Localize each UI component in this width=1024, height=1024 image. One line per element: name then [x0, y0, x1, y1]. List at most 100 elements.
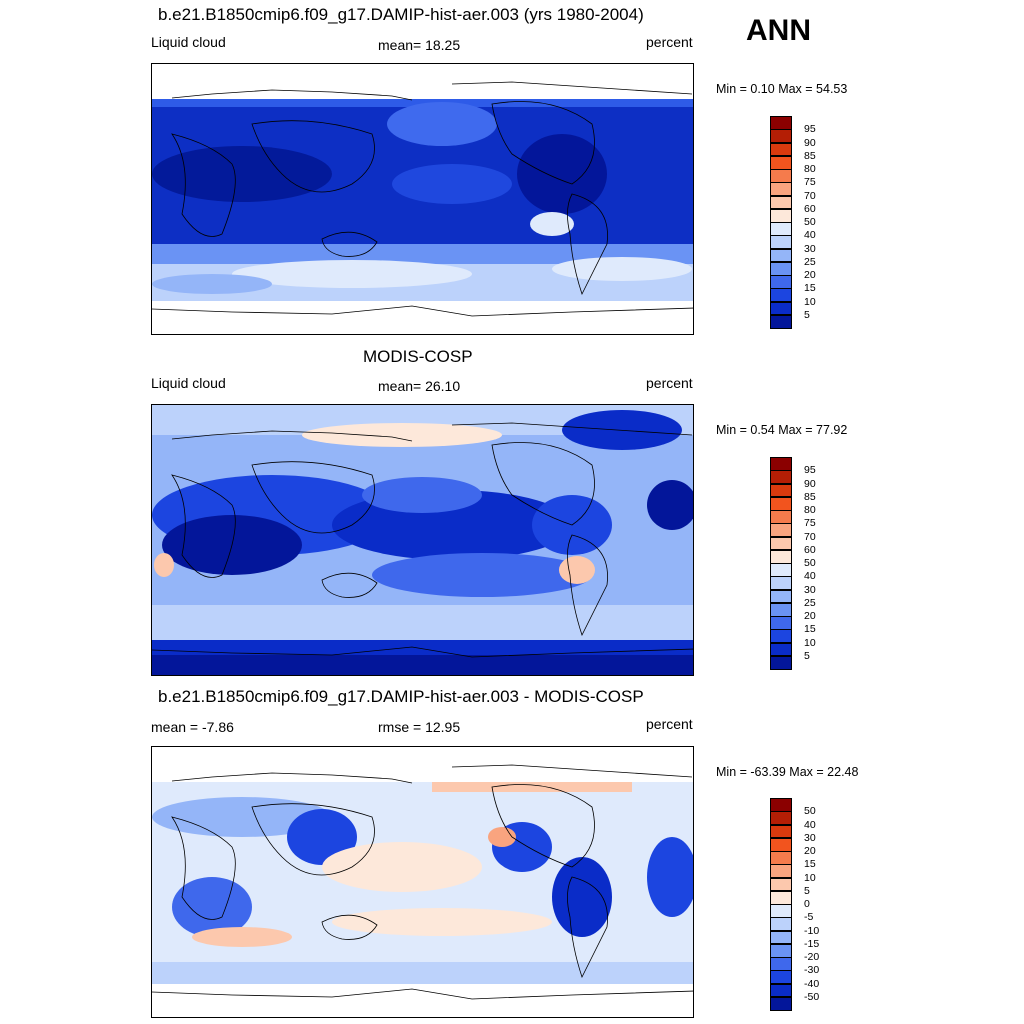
- colorbar-tick-label: 75: [804, 176, 816, 189]
- colorbar-tick-label: 60: [804, 543, 816, 556]
- colorbar-tick-label: 20: [804, 269, 816, 281]
- colorbar-tick-label: 5: [804, 649, 810, 662]
- colorbar-swatch: [770, 890, 792, 905]
- colorbar-swatch: [770, 930, 792, 945]
- colorbar-obs: 95 90 85 80 75 70 60 50 40 30 25 20 15 10 5: [770, 457, 816, 670]
- colorbar-swatch: [770, 248, 792, 263]
- colorbar-swatch: [770, 129, 792, 143]
- colorbar-swatch: [770, 182, 792, 196]
- panel-title-obs: MODIS-COSP: [363, 347, 473, 366]
- colorbar-tick-label: 5: [804, 884, 810, 897]
- colorbar-swatch: [770, 222, 792, 236]
- colorbar-tick-label: 60: [804, 202, 816, 215]
- panel-mean-diff: mean = -7.86: [151, 719, 234, 735]
- colorbar-tick-label: 20: [804, 610, 816, 622]
- colorbar-tick-label: 25: [804, 255, 816, 268]
- map-model: [151, 63, 694, 335]
- colorbar-tick-label: 30: [804, 831, 816, 844]
- colorbar-swatch: [770, 589, 792, 604]
- colorbar-swatch: [770, 536, 792, 551]
- colorbar-tick-label: 40: [804, 570, 816, 583]
- panel-units-model: percent: [646, 34, 693, 50]
- colorbar-swatch: [770, 877, 792, 892]
- colorbar-tick-label: 40: [804, 229, 816, 242]
- map-obs: [151, 404, 694, 676]
- colorbar-swatch: [770, 496, 792, 511]
- colorbar-tick-label: -5: [804, 911, 814, 924]
- colorbar-swatch: [770, 301, 792, 316]
- season-label: ANN: [746, 14, 811, 47]
- colorbar-tick-label: -15: [804, 937, 820, 950]
- colorbar-tick-label: 30: [804, 583, 816, 596]
- colorbar-swatch: [770, 851, 792, 865]
- colorbar-swatch: [770, 655, 792, 670]
- colorbar-tick-label: 95: [804, 464, 816, 477]
- panel-minmax-diff: Min = -63.39 Max = 22.48: [716, 765, 859, 779]
- colorbar-swatch: [770, 957, 792, 971]
- colorbar-swatch: [770, 917, 792, 931]
- panel-left-label-model: Liquid cloud: [151, 34, 226, 50]
- colorbar-swatch: [770, 824, 792, 839]
- colorbar-swatch: [770, 996, 792, 1011]
- colorbar-swatch: [770, 142, 792, 157]
- colorbar-swatch: [770, 970, 792, 984]
- colorbar-swatch: [770, 457, 792, 471]
- colorbar-swatch: [770, 275, 792, 289]
- colorbar-swatch: [770, 904, 792, 918]
- colorbar-swatch: [770, 943, 792, 958]
- panel-mean-obs: mean= 26.10: [378, 378, 461, 394]
- colorbar-tick-label: 20: [804, 845, 816, 857]
- colorbar-swatch: [770, 602, 792, 617]
- colorbar-tick-label: 50: [804, 216, 816, 228]
- colorbar-swatch: [770, 483, 792, 498]
- colorbar-tick-label: 5: [804, 308, 810, 321]
- colorbar-tick-label: 10: [804, 636, 816, 649]
- colorbar-tick-label: 30: [804, 242, 816, 255]
- panel-left-label-obs: Liquid cloud: [151, 375, 226, 391]
- panel-rmse-diff: rmse = 12.95: [378, 719, 461, 735]
- colorbar-tick-label: 80: [804, 163, 816, 175]
- colorbar-swatch: [770, 837, 792, 852]
- colorbar-swatch: [770, 523, 792, 537]
- panel-title-diff: b.e21.B1850cmip6.f09_g17.DAMIP-hist-aer.…: [158, 687, 644, 706]
- colorbar-tick-label: 0: [804, 898, 810, 910]
- panel-minmax-obs: Min = 0.54 Max = 77.92: [716, 423, 848, 437]
- colorbar-swatch: [770, 576, 792, 590]
- colorbar-swatch: [770, 261, 792, 276]
- colorbar-swatch: [770, 195, 792, 210]
- colorbar-tick-label: 25: [804, 596, 816, 609]
- colorbar-tick-label: 80: [804, 504, 816, 516]
- colorbar-swatch: [770, 510, 792, 524]
- colorbar-swatch: [770, 116, 792, 130]
- colorbar-swatch: [770, 983, 792, 998]
- colorbar-swatch: [770, 811, 792, 825]
- map-diff: [151, 746, 694, 1018]
- colorbar-tick-label: 75: [804, 517, 816, 530]
- colorbar-tick-label: 15: [804, 623, 816, 636]
- colorbar-tick-label: 95: [804, 123, 816, 136]
- colorbar-tick-label: 10: [804, 295, 816, 308]
- colorbar-swatch: [770, 616, 792, 630]
- panel-title-model: b.e21.B1850cmip6.f09_g17.DAMIP-hist-aer.…: [158, 5, 644, 24]
- colorbar-tick-label: 15: [804, 858, 816, 871]
- colorbar-swatch: [770, 288, 792, 302]
- colorbar-tick-label: 90: [804, 477, 816, 490]
- colorbar-diff: 50 40 30 20 15 10 5 0 -5 -10 -15 -20 -30 -40 -50: [770, 798, 819, 1011]
- colorbar-tick-label: 15: [804, 282, 816, 295]
- colorbar-swatch: [770, 169, 792, 183]
- colorbar-swatch: [770, 549, 792, 564]
- colorbar-swatch: [770, 235, 792, 249]
- panel-units-obs: percent: [646, 375, 693, 391]
- colorbar-swatch: [770, 629, 792, 643]
- colorbar-tick-label: 85: [804, 149, 816, 162]
- colorbar-tick-label: -50: [804, 990, 820, 1003]
- colorbar-swatch: [770, 155, 792, 170]
- colorbar-tick-label: 50: [804, 557, 816, 569]
- colorbar-tick-label: 50: [804, 805, 816, 818]
- panel-minmax-model: Min = 0.10 Max = 54.53: [716, 82, 848, 96]
- colorbar-swatch: [770, 208, 792, 223]
- colorbar-swatch: [770, 563, 792, 577]
- colorbar-tick-label: -40: [804, 977, 820, 990]
- colorbar-model: 95 90 85 80 75 70 60 50 40 30 25 20 15 10 5: [770, 116, 816, 329]
- colorbar-tick-label: 10: [804, 871, 816, 884]
